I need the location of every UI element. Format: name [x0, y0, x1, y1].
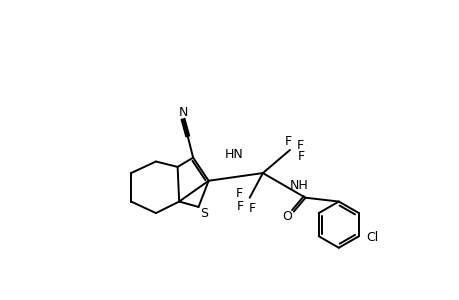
Text: F: F — [296, 139, 303, 152]
Text: S: S — [200, 207, 207, 220]
Text: O: O — [281, 211, 291, 224]
Text: F: F — [236, 200, 243, 213]
Text: Cl: Cl — [365, 231, 377, 244]
Text: HN: HN — [224, 148, 243, 161]
Text: N: N — [178, 106, 187, 119]
Text: F: F — [297, 150, 304, 163]
Text: F: F — [235, 187, 242, 200]
Text: NH: NH — [289, 179, 308, 192]
Text: F: F — [248, 202, 255, 215]
Text: F: F — [284, 135, 291, 148]
